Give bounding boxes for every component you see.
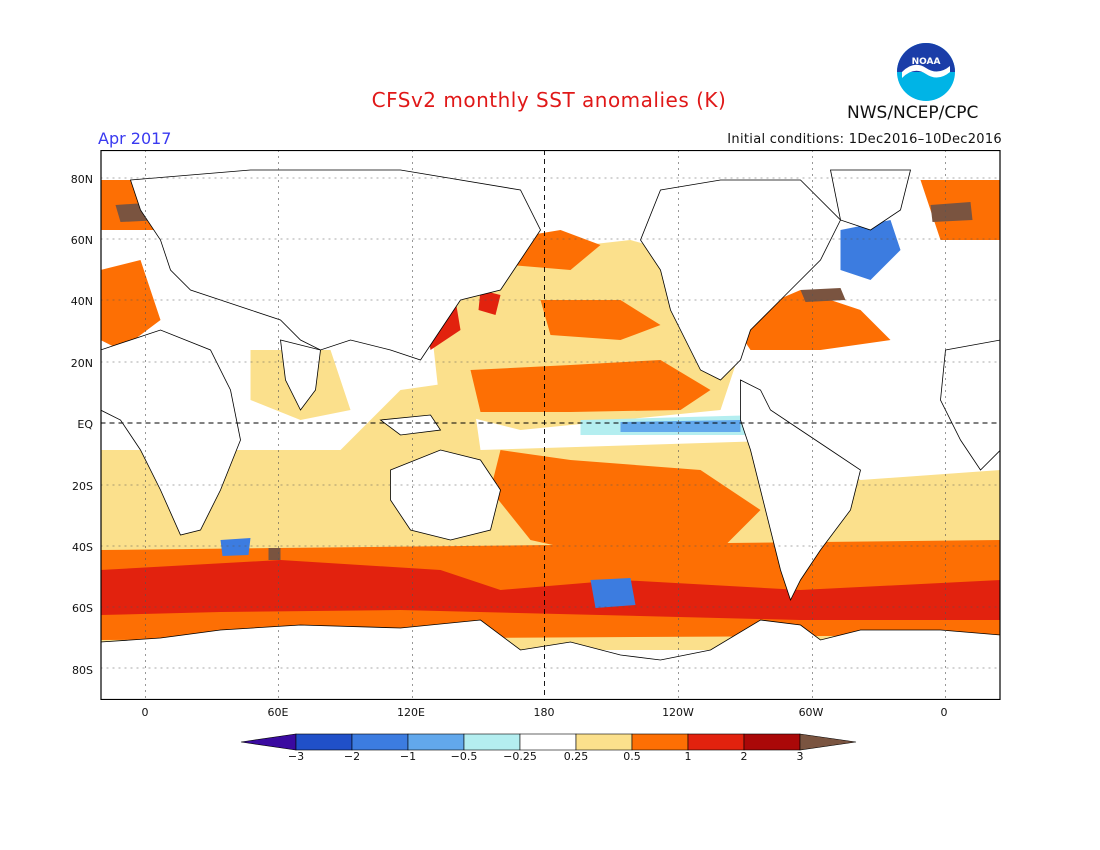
colorbar-swatch <box>575 733 633 751</box>
colorbar-arrow-low <box>240 733 297 751</box>
colorbar <box>240 733 857 751</box>
lat-label: 80N <box>70 173 93 186</box>
colorbar-swatch <box>687 733 745 751</box>
agency-label: NWS/NCEP/CPC <box>847 103 979 123</box>
continents <box>100 169 1001 602</box>
colorbar-swatch <box>407 733 465 751</box>
colorbar-swatch <box>631 733 689 751</box>
colorbar-label: 0.5 <box>623 750 641 763</box>
colorbar-arrow-high <box>799 733 857 751</box>
anomaly-moderate-cool <box>590 578 636 608</box>
colorbar-label: −3 <box>287 750 305 763</box>
colorbar-label: −0.5 <box>450 750 478 763</box>
equator-dateline <box>100 150 1001 700</box>
lat-label: 20N <box>70 357 93 370</box>
anomaly-extreme-warm <box>930 202 973 222</box>
lon-label: 0 <box>141 706 149 719</box>
anomaly-moderate-cool <box>840 220 901 280</box>
sst-anomaly-map <box>100 150 1001 700</box>
colorbar-swatch <box>351 733 409 751</box>
anomaly-moderate-warm <box>470 360 711 412</box>
initial-conditions: Initial conditions: 1Dec2016–10Dec2016 <box>727 132 1002 147</box>
colorbar-label: 1 <box>684 750 692 763</box>
colorbar-label: 2 <box>740 750 748 763</box>
map-title: CFSv2 monthly SST anomalies (K) <box>371 88 727 112</box>
anomaly-strong-warm <box>100 560 1001 620</box>
lat-label: 80S <box>72 664 93 677</box>
map-frame <box>100 150 1001 700</box>
noaa-logo-icon: NOAA <box>897 43 955 101</box>
lon-label: 120W <box>662 706 694 719</box>
lat-label: 60N <box>70 234 93 247</box>
forecast-month: Apr 2017 <box>98 129 172 148</box>
lon-label: 60E <box>267 706 289 719</box>
logo-text: NOAA <box>912 57 941 67</box>
anomaly-extreme-warm <box>268 548 281 560</box>
lon-label: 60W <box>798 706 824 719</box>
colorbar-label: 3 <box>796 750 804 763</box>
lat-label: 60S <box>72 602 93 615</box>
colorbar-swatch <box>743 733 801 751</box>
anomaly-moderate-warm <box>490 450 761 560</box>
colorbar-swatch <box>295 733 353 751</box>
lat-label: 20S <box>72 480 93 493</box>
anomaly-strong-warm <box>478 290 501 315</box>
lon-label: 180 <box>533 706 555 719</box>
lat-label: 40N <box>70 295 93 308</box>
colorbar-swatch <box>463 733 521 751</box>
lon-label: 120E <box>397 706 425 719</box>
colorbar-swatch <box>519 733 577 751</box>
lat-label: EQ <box>77 418 93 431</box>
lon-label: 0 <box>940 706 948 719</box>
anomaly-weak-cool <box>620 420 741 432</box>
colorbar-label: −0.25 <box>503 750 537 763</box>
colorbar-label: 0.25 <box>563 750 589 763</box>
anomaly-extreme-warm <box>800 288 846 302</box>
graticule <box>100 150 1001 700</box>
antarctica-land <box>100 619 1001 700</box>
colorbar-label: −2 <box>343 750 361 763</box>
anomaly-moderate-cool <box>220 538 251 556</box>
lat-label: 40S <box>72 541 93 554</box>
anomaly-moderate-warm <box>540 300 661 340</box>
colorbar-label: −1 <box>399 750 417 763</box>
